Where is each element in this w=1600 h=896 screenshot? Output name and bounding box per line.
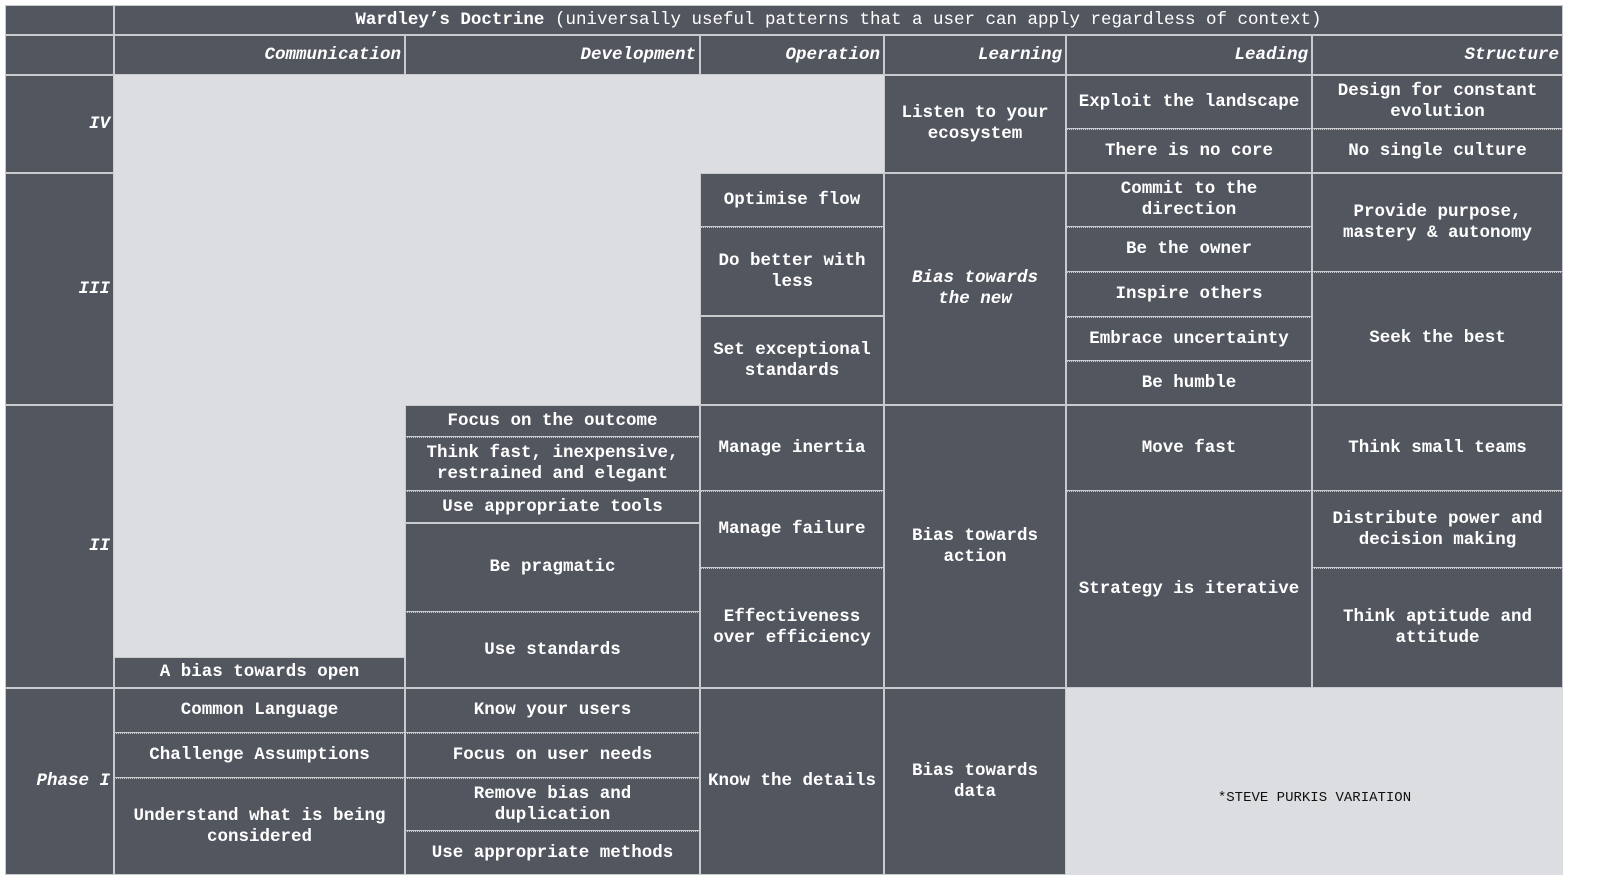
doctrine-cell: Inspire others [1066, 272, 1312, 317]
doctrine-cell: Know your users [405, 688, 700, 733]
column-header-operation: Operation [700, 35, 884, 75]
doctrine-cell: Bias towards data [884, 688, 1066, 875]
doctrine-cell: Think small teams [1312, 405, 1563, 491]
phase-label-iii: III [5, 173, 114, 405]
doctrine-cell: Set exceptional standards [700, 316, 884, 405]
doctrine-cell: Focus on the outcome [405, 405, 700, 437]
doctrine-cell: Move fast [1066, 405, 1312, 491]
doctrine-cell: Effectiveness over efficiency [700, 568, 884, 688]
doctrine-cell: Use appropriate methods [405, 831, 700, 875]
doctrine-cell: Know the details [700, 688, 884, 875]
doctrine-cell: Provide purpose, mastery & autonomy [1312, 173, 1563, 272]
page-title: Wardley’s Doctrine (universally useful p… [114, 5, 1563, 35]
column-header-leading: Leading [1066, 35, 1312, 75]
column-header-learning: Learning [884, 35, 1066, 75]
doctrine-cell: Be pragmatic [405, 523, 700, 612]
doctrine-cell: Be humble [1066, 361, 1312, 405]
doctrine-cell: Focus on user needs [405, 733, 700, 778]
empty-region [114, 173, 700, 405]
doctrine-cell: Bias towards action [884, 405, 1066, 688]
phase-label-ii: II [5, 405, 114, 688]
doctrine-cell: Exploit the landscape [1066, 75, 1312, 129]
column-header-structure: Structure [1312, 35, 1563, 75]
column-header-development: Development [405, 35, 700, 75]
corner-cell [5, 5, 114, 35]
empty-region [114, 405, 405, 657]
doctrine-cell: Understand what is being considered [114, 778, 405, 875]
doctrine-cell: Seek the best [1312, 272, 1563, 405]
doctrine-cell: Design for constant evolution [1312, 75, 1563, 129]
doctrine-cell: Strategy is iterative [1066, 491, 1312, 688]
title-rest: (universally useful patterns that a user… [544, 9, 1322, 30]
doctrine-cell: Manage failure [700, 491, 884, 568]
empty-region [114, 75, 884, 173]
doctrine-cell: Manage inertia [700, 405, 884, 491]
column-header-communication: Communication [114, 35, 405, 75]
variation-note: *STEVE PURKIS VARIATION [1217, 790, 1412, 806]
doctrine-cell: Use standards [405, 612, 700, 688]
corner-cell [5, 35, 114, 75]
doctrine-cell: Common Language [114, 688, 405, 733]
doctrine-cell: Remove bias and duplication [405, 778, 700, 831]
doctrine-cell: Do better with less [700, 227, 884, 316]
doctrine-cell: Use appropriate tools [405, 491, 700, 523]
doctrine-cell: Commit to the direction [1066, 173, 1312, 227]
phase-label-i: Phase I [5, 688, 114, 875]
doctrine-cell: A bias towards open [114, 657, 405, 688]
doctrine-cell: Embrace uncertainty [1066, 317, 1312, 361]
doctrine-cell: Be the owner [1066, 227, 1312, 272]
doctrine-cell: Optimise flow [700, 173, 884, 227]
doctrine-cell: There is no core [1066, 129, 1312, 173]
doctrine-cell: Think aptitude and attitude [1312, 568, 1563, 688]
doctrine-cell: Distribute power and decision making [1312, 491, 1563, 568]
doctrine-cell: Think fast, inexpensive, restrained and … [405, 437, 700, 491]
empty-region-note [1066, 688, 1563, 875]
doctrine-cell: Challenge Assumptions [114, 733, 405, 778]
title-bold: Wardley’s Doctrine [355, 9, 545, 30]
doctrine-cell: No single culture [1312, 129, 1563, 173]
doctrine-cell: Listen to your ecosystem [884, 75, 1066, 173]
phase-label-iv: IV [5, 75, 114, 173]
doctrine-cell: Bias towards the new [884, 173, 1066, 405]
